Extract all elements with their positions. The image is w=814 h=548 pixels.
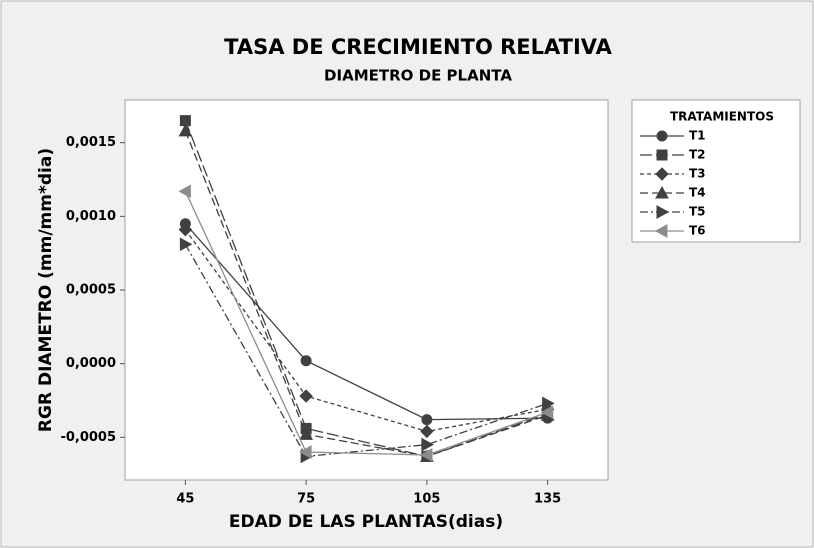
series-line: [184, 120, 548, 458]
x-axis-label: EDAD DE LAS PLANTAS(dias): [229, 512, 503, 532]
y-tick-label: 0,0015: [66, 135, 116, 150]
chart-title: TASA DE CRECIMIENTO RELATIVA: [224, 35, 612, 59]
y-tick-label: -0,0005: [60, 430, 116, 445]
series-line: [184, 229, 548, 433]
legend-marker: [654, 224, 668, 238]
legend-label: T6: [689, 224, 706, 238]
point: [179, 237, 193, 252]
point: [178, 123, 193, 137]
point: [421, 414, 433, 426]
legend-label: T4: [689, 186, 706, 200]
point: [420, 424, 434, 439]
legend-marker: [655, 167, 669, 181]
y-tick-label: 0,0005: [66, 283, 116, 298]
legend-marker: [656, 205, 670, 219]
legend-title: TRATAMIENTOS: [670, 110, 774, 124]
point: [299, 445, 312, 459]
x-tick-label: 135: [534, 492, 561, 507]
plot-area: [124, 99, 609, 481]
y-tick-label: 0,0000: [66, 356, 116, 371]
x-tick-label: 75: [297, 492, 315, 507]
legend-label: T5: [689, 205, 706, 219]
chart-subtitle: DIAMETRO DE PLANTA: [324, 67, 512, 85]
legend-label: T1: [689, 129, 706, 143]
legend-marker: [656, 130, 668, 142]
series-line: [184, 130, 548, 458]
y-axis-label: RGR DIAMETRO (mm/mm*dia): [36, 148, 56, 432]
point: [299, 427, 313, 440]
legend-marker: [655, 185, 669, 199]
x-tick-label: 45: [176, 492, 194, 507]
series-line: [184, 223, 548, 421]
point: [542, 396, 555, 411]
point: [421, 437, 434, 452]
point: [300, 355, 312, 367]
series-line: [184, 191, 548, 456]
point: [419, 448, 433, 462]
legend-label: T3: [689, 167, 706, 181]
point: [178, 184, 191, 199]
point: [178, 222, 193, 237]
x-tick-label: 105: [413, 492, 440, 507]
y-tick-label: 0,0010: [66, 209, 116, 224]
legend-marker: [656, 149, 668, 161]
point: [540, 405, 554, 420]
legend-label: T2: [689, 148, 706, 162]
series-line: [184, 244, 548, 458]
point: [299, 389, 313, 403]
